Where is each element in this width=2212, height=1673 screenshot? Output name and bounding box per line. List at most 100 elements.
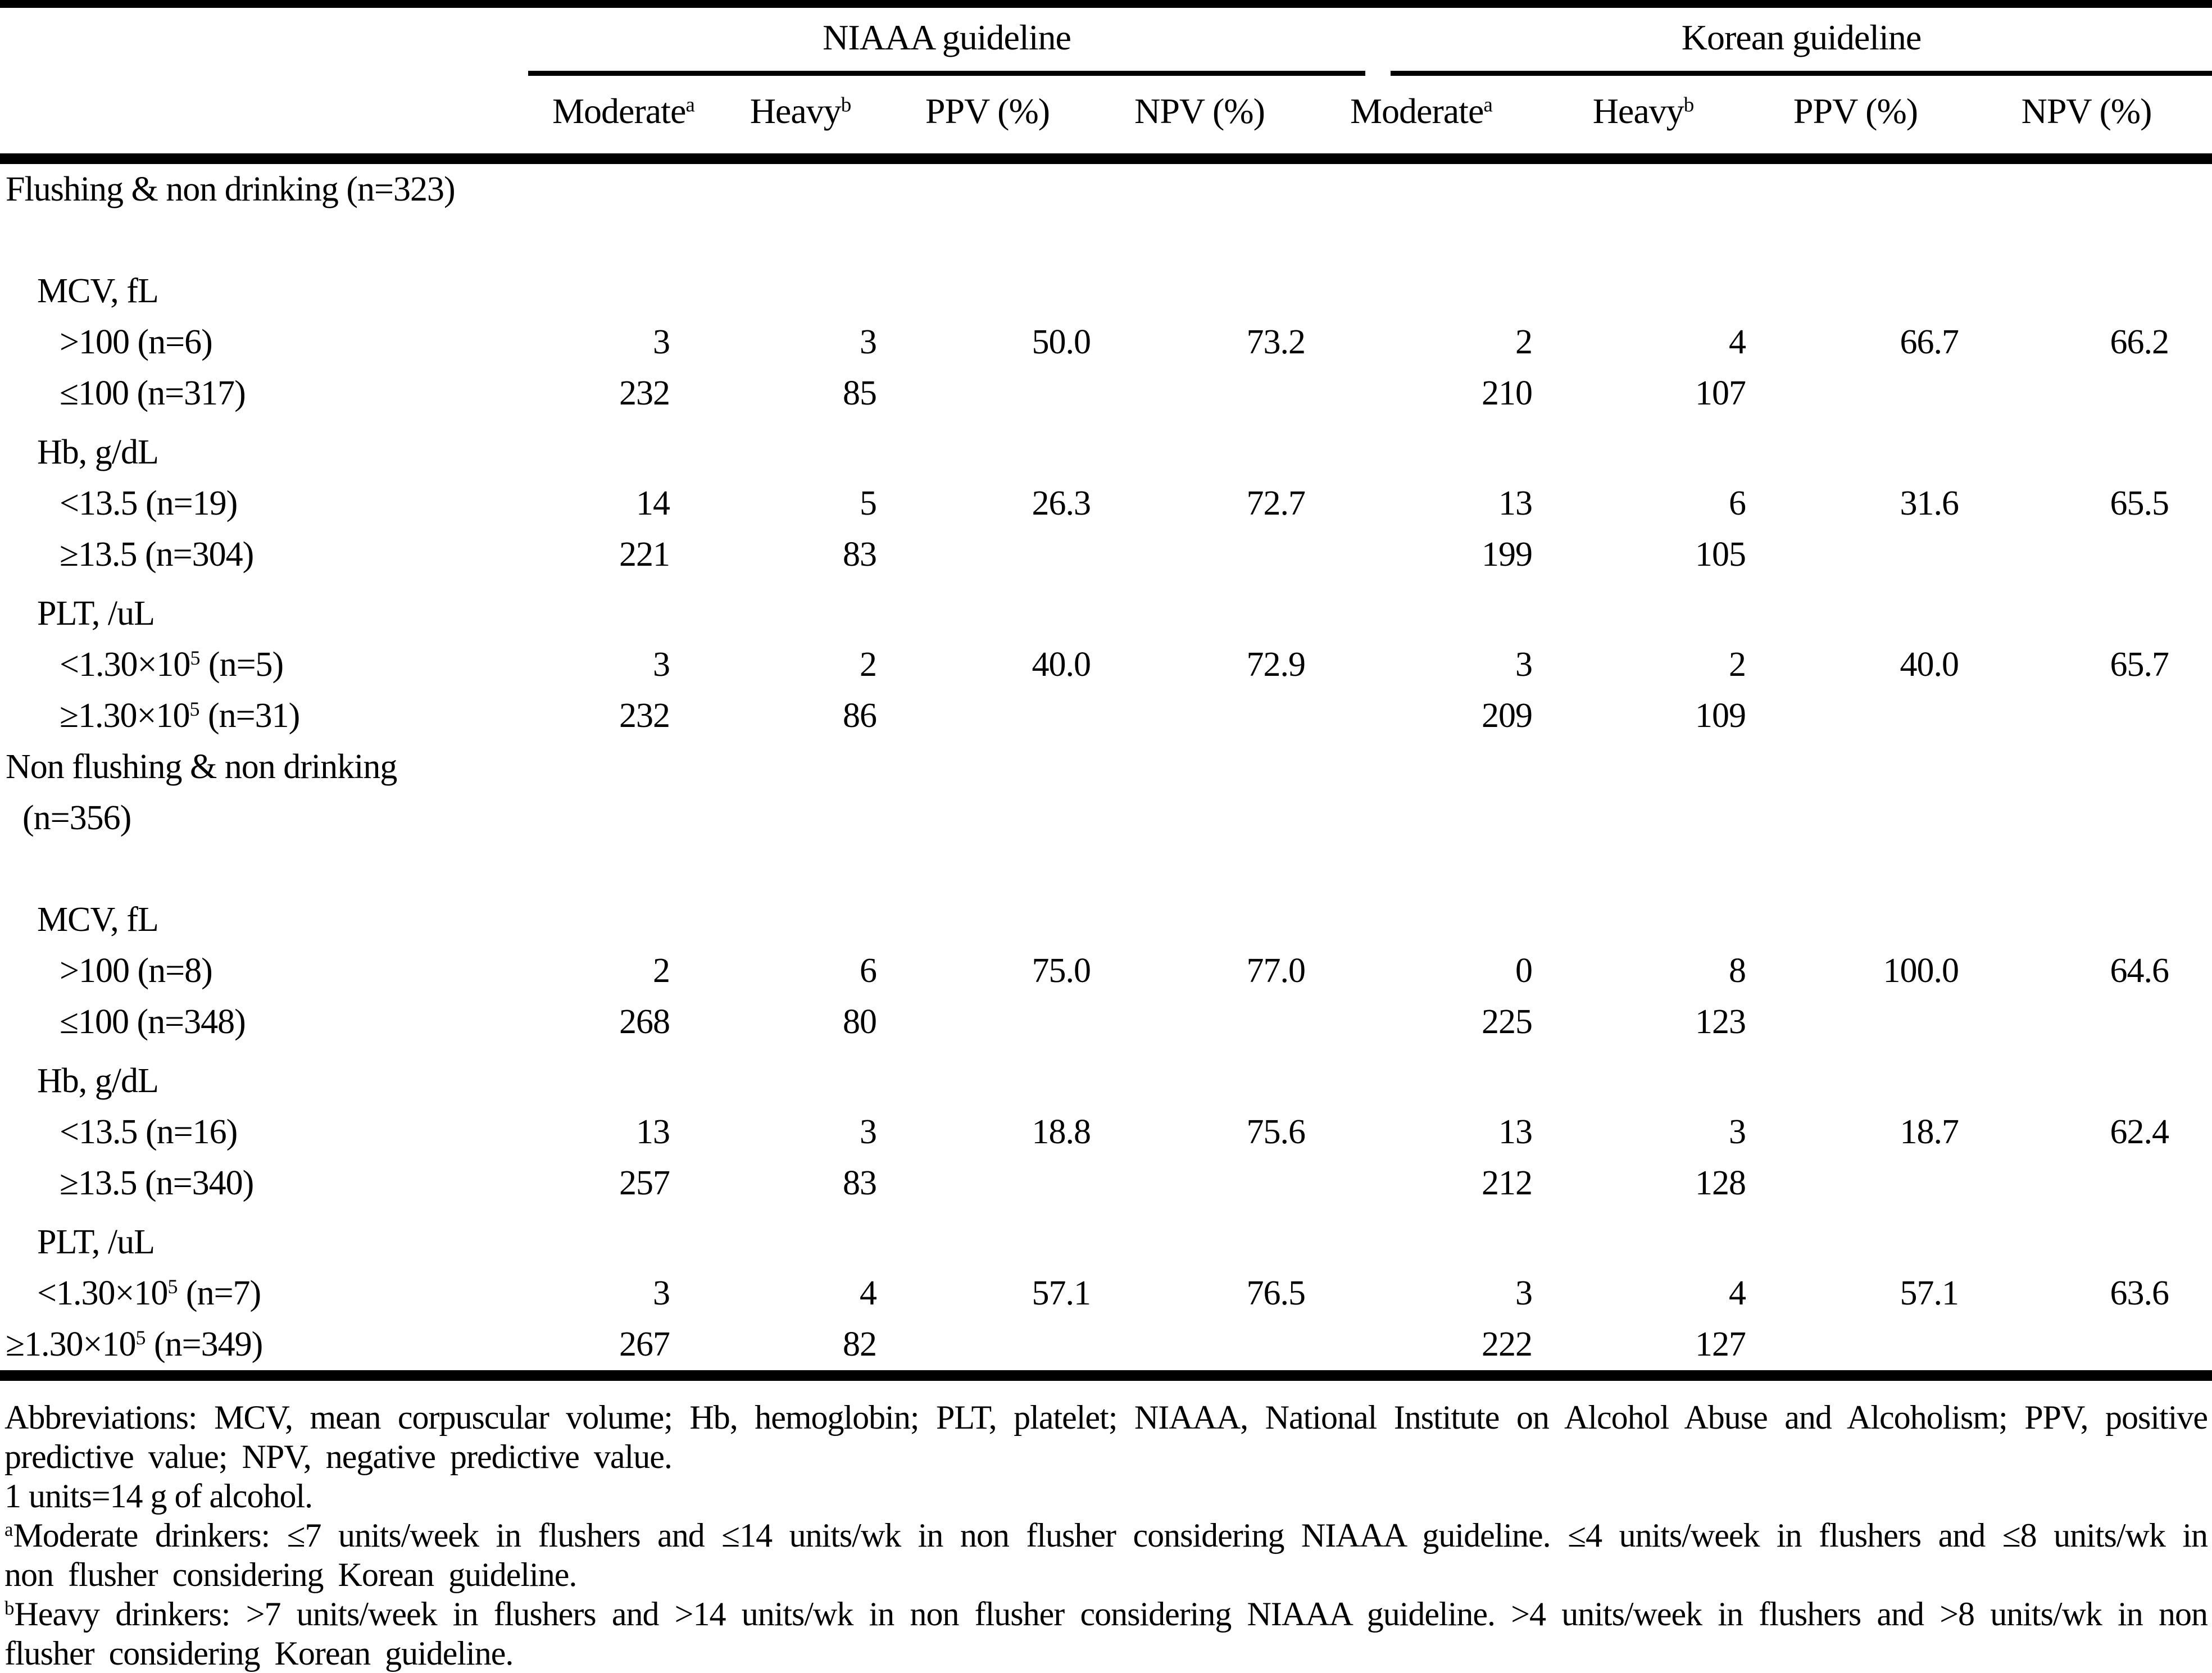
data-row: ≤100 (n=317) 232 85 210 107 (0, 368, 2212, 419)
row-label: ≥1.30×105 (n=31) (60, 697, 300, 735)
cell-value: 85 (843, 374, 877, 412)
row-label: >100 (n=8) (60, 952, 213, 990)
cell-value (1537, 419, 1750, 478)
cell-value (1306, 580, 1537, 639)
group-header-korean-cell: Korean guideline (1306, 8, 2212, 76)
cell-value (882, 997, 1093, 1048)
cell-value: 63.6 (2110, 1274, 2170, 1312)
cell-value (1750, 368, 1961, 419)
row-label: ≥13.5 (n=304) (60, 535, 254, 574)
cell-value (1750, 1048, 1961, 1107)
col-header-ppv-korean: PPV (%) (1793, 91, 1918, 131)
row-label-line2: (n=356) (22, 799, 131, 837)
row-label: Flushing & non drinking (n=323) (6, 170, 456, 208)
cell-value (1093, 742, 1306, 886)
cell-value: 5 (860, 484, 877, 522)
cell-value: 267 (619, 1325, 670, 1363)
cell-value (1537, 164, 1750, 258)
cell-value: 26.3 (1032, 484, 1092, 522)
cell-value: 107 (1695, 374, 1746, 412)
cell-value: 232 (619, 697, 670, 735)
cell-value: 14 (636, 484, 670, 522)
cell-value (882, 529, 1093, 580)
footnote-marker-b: b (1683, 93, 1695, 117)
cell-value (1537, 886, 1750, 945)
cell-value (1961, 258, 2212, 317)
cell-value (1750, 258, 1961, 317)
cell-value: 4 (1729, 1274, 1746, 1312)
row-label: Hb, g/dL (37, 433, 159, 471)
col-header-moderate-korean: Moderatea (1350, 91, 1493, 131)
cell-value (528, 580, 719, 639)
cell-value (1961, 1048, 2212, 1107)
table-bottom (0, 1370, 2212, 1381)
col-header-heavy-korean: Heavyb (1592, 91, 1695, 131)
cell-value (719, 580, 882, 639)
cell-value: 109 (1695, 697, 1746, 735)
cell-value: 80 (843, 1003, 877, 1041)
results-table: NIAAA guideline Korean guideline Moderat… (0, 8, 2212, 1381)
footnote-a: aModerate drinkers: ≤7 units/week in flu… (4, 1516, 2208, 1594)
cell-value: 6 (860, 952, 877, 990)
cell-value: 13 (636, 1113, 670, 1151)
row-label: Hb, g/dL (37, 1062, 159, 1100)
cell-value (719, 886, 882, 945)
cell-value: 221 (619, 535, 670, 574)
cell-value: 123 (1695, 1003, 1746, 1041)
cell-value (719, 164, 882, 258)
cell-value (1750, 742, 1961, 886)
cell-value (882, 368, 1093, 419)
data-row: ≥1.30×105 (n=31) 232 86 209 109 (0, 690, 2212, 742)
cell-value (719, 742, 882, 886)
cell-value (1093, 690, 1306, 742)
row-label: Non flushing & non drinking (n=356) (0, 742, 528, 886)
cell-value (719, 419, 882, 478)
cell-value: 3 (653, 1274, 670, 1312)
cell-value (1306, 419, 1537, 478)
cell-value: 65.5 (2110, 484, 2170, 522)
row-label: <1.30×105 (n=7) (37, 1274, 261, 1312)
cell-value (882, 1048, 1093, 1107)
cell-value: 100.0 (1883, 952, 1960, 990)
variable-row: MCV, fL (0, 886, 2212, 945)
table-body: Flushing & non drinking (n=323) MCV, fL >1… (0, 164, 2212, 1370)
cell-value (1750, 886, 1961, 945)
row-label: ≥13.5 (n=340) (60, 1164, 254, 1202)
cell-value: 3 (1515, 1274, 1533, 1312)
group-header-korean: Korean guideline (1391, 8, 2212, 76)
cell-value (1961, 1209, 2212, 1268)
cell-value: 232 (619, 374, 670, 412)
cell-value: 40.0 (1900, 645, 1960, 684)
cell-value: 3 (653, 323, 670, 361)
cell-value (1961, 1158, 2212, 1209)
header-rule (0, 153, 2212, 164)
cell-value (882, 1319, 1093, 1370)
variable-row: PLT, /uL (0, 1209, 2212, 1268)
cell-value: 3 (1515, 645, 1533, 684)
cell-value: 13 (1498, 1113, 1533, 1151)
cell-value: 73.2 (1246, 323, 1306, 361)
cell-value (1093, 1319, 1306, 1370)
row-label: PLT, /uL (37, 1223, 155, 1261)
data-row: ≥1.30×105 (n=349) 267 82 222 127 (0, 1319, 2212, 1370)
cell-value: 40.0 (1032, 645, 1092, 684)
row-label: MCV, fL (37, 901, 159, 939)
footnote-abbreviations: Abbreviations: MCV, mean corpuscular vol… (4, 1399, 2208, 1475)
cell-value (1306, 886, 1537, 945)
cell-value: 268 (619, 1003, 670, 1041)
cell-value (528, 1209, 719, 1268)
table-top-rule (0, 0, 2212, 8)
cell-value (882, 886, 1093, 945)
exponent: 5 (167, 1275, 178, 1298)
cell-value (1093, 258, 1306, 317)
section-row: Non flushing & non drinking (n=356) (0, 742, 2212, 886)
cell-value: 72.7 (1246, 484, 1306, 522)
cell-value: 127 (1695, 1325, 1746, 1363)
cell-value (1750, 997, 1961, 1048)
group-header-niaaa: NIAAA guideline (528, 8, 1365, 76)
cell-value (882, 164, 1093, 258)
bottom-rule (0, 1370, 2212, 1381)
cell-value (1750, 690, 1961, 742)
cell-value (1306, 258, 1537, 317)
bottom-rule-row (0, 1370, 2212, 1381)
